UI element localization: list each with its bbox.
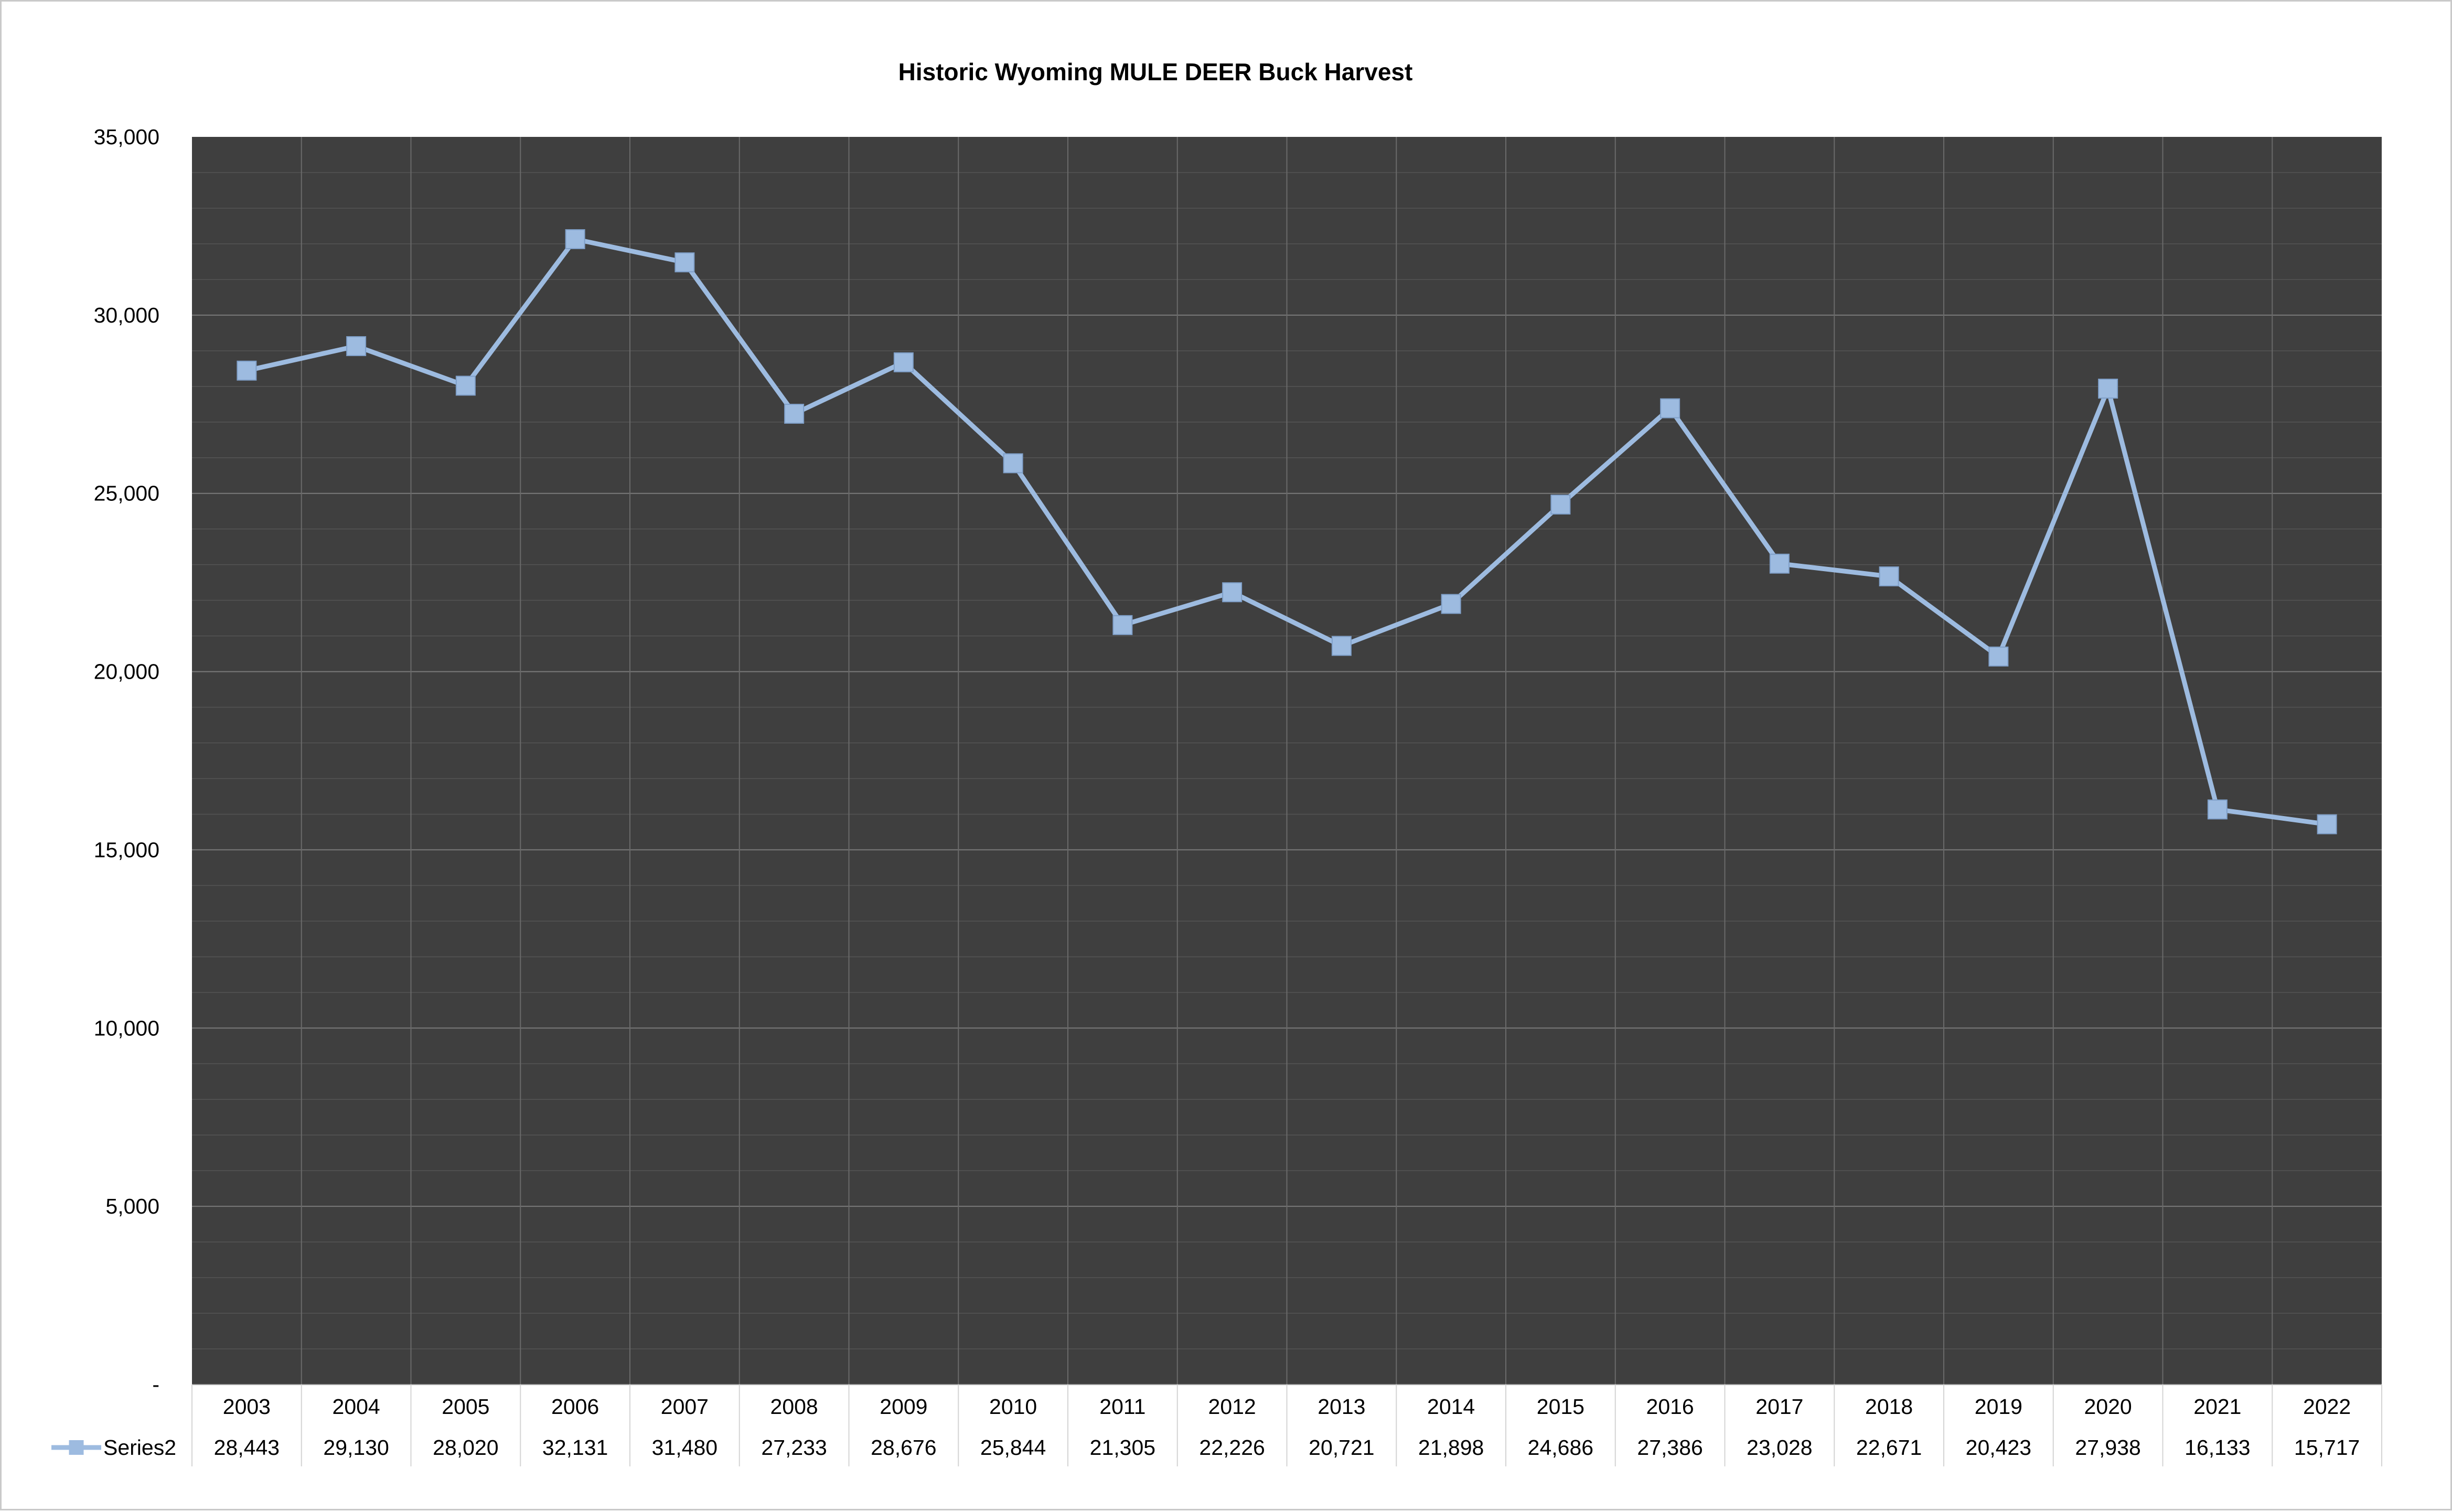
data-point <box>237 360 257 381</box>
data-table-value: 28,443 <box>214 1435 280 1460</box>
data-point <box>2098 379 2118 399</box>
x-tick-label: 2015 <box>1537 1395 1584 1419</box>
data-point <box>1660 398 1680 419</box>
data-point <box>674 252 695 273</box>
x-tick-label: 2013 <box>1318 1395 1365 1419</box>
x-tick-label: 2010 <box>989 1395 1037 1419</box>
data-point <box>1112 615 1133 635</box>
data-table-value: 27,386 <box>1637 1435 1703 1460</box>
legend-key-marker <box>69 1440 84 1455</box>
x-tick-label: 2016 <box>1646 1395 1694 1419</box>
data-point <box>893 352 914 372</box>
x-tick-label: 2004 <box>333 1395 380 1419</box>
data-point <box>346 336 367 356</box>
data-point <box>1988 646 2009 667</box>
series-line <box>244 237 2330 827</box>
y-tick-label: 5,000 <box>105 1194 159 1218</box>
data-point <box>784 403 805 424</box>
x-tick-label: 2006 <box>551 1395 599 1419</box>
data-point <box>455 376 476 396</box>
data-table-value: 27,938 <box>2075 1435 2140 1460</box>
y-tick-label: 35,000 <box>94 125 159 149</box>
data-table-value: 15,717 <box>2294 1435 2360 1460</box>
x-tick-label: 2019 <box>1975 1395 2022 1419</box>
data-table-value: 20,721 <box>1309 1435 1374 1460</box>
y-tick-label: 20,000 <box>94 660 159 684</box>
x-tick-label: 2014 <box>1427 1395 1475 1419</box>
x-tick-label: 2020 <box>2084 1395 2132 1419</box>
x-tick-label: 2009 <box>880 1395 927 1419</box>
y-tick-label: - <box>152 1372 159 1397</box>
y-tick-label: 30,000 <box>94 303 159 327</box>
legend-label: Series2 <box>103 1435 176 1460</box>
data-point <box>1550 495 1571 515</box>
x-tick-label: 2022 <box>2303 1395 2351 1419</box>
data-point <box>1879 566 1899 587</box>
chart-title: Historic Wyoming MULE DEER Buck Harvest <box>898 58 1413 85</box>
data-table-value: 24,686 <box>1528 1435 1593 1460</box>
data-table-value: 22,226 <box>1199 1435 1265 1460</box>
x-tick-label: 2005 <box>442 1395 489 1419</box>
data-point <box>1003 453 1023 474</box>
x-tick-label: 2018 <box>1865 1395 1913 1419</box>
data-table-value: 23,028 <box>1747 1435 1812 1460</box>
data-table-value: 22,671 <box>1856 1435 1922 1460</box>
x-tick-label: 2011 <box>1099 1395 1145 1419</box>
data-table-value: 28,020 <box>433 1435 498 1460</box>
data-table-value: 31,480 <box>652 1435 718 1460</box>
x-tick-label: 2008 <box>770 1395 818 1419</box>
x-tick-label: 2003 <box>223 1395 271 1419</box>
data-point <box>1222 582 1243 603</box>
x-tick-label: 2017 <box>1755 1395 1803 1419</box>
data-table-value: 29,130 <box>323 1435 389 1460</box>
y-tick-label: 15,000 <box>94 838 159 862</box>
data-table-value: 25,844 <box>980 1435 1046 1460</box>
x-tick-label: 2021 <box>2193 1395 2241 1419</box>
data-table-value: 20,423 <box>1966 1435 2031 1460</box>
data-table-value: 27,233 <box>761 1435 827 1460</box>
y-tick-label: 10,000 <box>94 1016 159 1040</box>
data-point <box>1331 636 1352 656</box>
data-table-value: 28,676 <box>871 1435 936 1460</box>
data-table-value: 32,131 <box>542 1435 608 1460</box>
data-point <box>2207 799 2228 820</box>
data-table-value: 21,898 <box>1418 1435 1484 1460</box>
x-tick-label: 2007 <box>661 1395 709 1419</box>
data-point <box>1769 553 1790 574</box>
data-table-value: 16,133 <box>2185 1435 2250 1460</box>
data-point <box>565 229 585 250</box>
x-tick-label: 2012 <box>1208 1395 1256 1419</box>
y-tick-label: 25,000 <box>94 481 159 506</box>
data-point <box>2317 814 2337 834</box>
data-point <box>1441 594 1461 614</box>
data-table-value: 21,305 <box>1090 1435 1155 1460</box>
